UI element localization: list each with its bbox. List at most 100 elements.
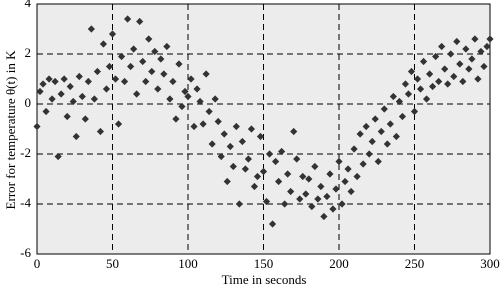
point <box>105 62 114 71</box>
point <box>432 52 440 61</box>
point <box>293 155 301 163</box>
point <box>374 157 382 166</box>
point <box>275 177 283 186</box>
y-tick-label: 0 <box>25 95 32 110</box>
point <box>419 57 428 66</box>
point <box>317 182 325 191</box>
point <box>148 67 156 76</box>
point <box>66 82 74 91</box>
point <box>36 87 44 96</box>
point <box>235 200 243 208</box>
point <box>401 80 410 88</box>
point <box>217 152 225 161</box>
point <box>96 127 105 136</box>
point <box>253 172 262 181</box>
point <box>244 155 252 163</box>
point <box>302 190 310 198</box>
point <box>287 187 295 196</box>
x-tick-label: 250 <box>405 256 425 271</box>
point <box>332 185 340 193</box>
point <box>311 162 319 171</box>
point <box>453 37 461 46</box>
point <box>299 172 307 181</box>
point <box>386 120 394 128</box>
point <box>362 122 370 131</box>
point <box>93 67 101 76</box>
point <box>127 62 135 71</box>
y-tick-label: 2 <box>25 45 32 60</box>
point <box>193 85 201 93</box>
point <box>130 45 138 53</box>
point <box>181 87 189 96</box>
y-tick-label: -6 <box>20 245 31 260</box>
point <box>33 122 41 131</box>
point <box>296 195 304 203</box>
x-tick-label: 100 <box>178 256 198 271</box>
point <box>320 212 328 221</box>
point <box>151 47 159 56</box>
point <box>63 112 71 121</box>
point <box>353 172 361 181</box>
point <box>438 42 446 51</box>
point <box>48 95 56 103</box>
y-tick-label: -2 <box>20 145 31 160</box>
point <box>124 15 132 23</box>
point <box>238 137 246 146</box>
point <box>290 127 298 136</box>
point <box>99 40 108 48</box>
point <box>247 125 256 133</box>
point <box>60 75 68 83</box>
point <box>229 162 237 171</box>
point <box>136 17 144 26</box>
point <box>75 72 83 81</box>
point <box>410 107 419 116</box>
point <box>51 77 59 86</box>
point <box>441 65 449 73</box>
point <box>39 80 47 88</box>
point <box>259 167 268 176</box>
point <box>398 112 407 121</box>
x-axis-label: Time in seconds <box>222 272 307 287</box>
point <box>199 120 207 128</box>
point <box>226 142 234 151</box>
point <box>377 127 385 136</box>
point <box>323 192 331 201</box>
point <box>407 67 416 76</box>
point <box>87 25 95 33</box>
point <box>271 157 280 166</box>
point <box>268 220 277 228</box>
point <box>371 115 379 123</box>
point <box>211 95 219 103</box>
point <box>486 35 494 43</box>
x-tick-label: 150 <box>254 256 274 271</box>
point <box>462 45 470 53</box>
point <box>214 117 222 126</box>
x-tick-label: 0 <box>34 256 41 271</box>
point <box>205 107 213 116</box>
point <box>78 92 86 101</box>
point <box>380 105 388 113</box>
point <box>326 170 334 178</box>
point <box>480 62 488 71</box>
point <box>172 115 180 123</box>
point <box>175 60 183 68</box>
point <box>347 187 355 196</box>
point <box>456 60 464 68</box>
point <box>404 90 413 98</box>
point <box>471 35 479 43</box>
point <box>395 97 403 106</box>
point <box>120 77 129 86</box>
point <box>359 160 367 168</box>
point <box>314 195 322 203</box>
point <box>335 157 343 166</box>
point <box>416 85 425 93</box>
point <box>169 77 177 86</box>
point <box>42 107 50 116</box>
point <box>459 77 467 86</box>
point <box>444 80 452 88</box>
point <box>190 122 198 131</box>
point <box>108 30 117 38</box>
y-tick-label: -4 <box>20 195 31 210</box>
point <box>383 140 391 148</box>
point <box>250 182 259 191</box>
